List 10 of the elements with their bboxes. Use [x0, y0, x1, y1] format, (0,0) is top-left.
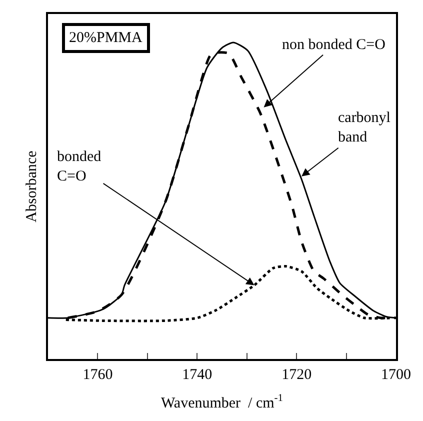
annotation: bonded C=O: [57, 149, 102, 184]
x-tick-label: 1720: [282, 367, 312, 383]
annotation: non bonded C=O: [282, 37, 386, 53]
chart-title: 20%PMMA: [69, 30, 143, 46]
annotation: carbonyl band: [338, 110, 390, 146]
x-tick-label: 1760: [82, 367, 113, 383]
x-tick-label: 1740: [182, 367, 212, 383]
x-axis-title: Wavenumber / cm$^{-1}$: [160, 393, 284, 412]
x-tick-label: 1700: [381, 367, 411, 383]
y-axis-title: Absorbance: [24, 150, 40, 222]
